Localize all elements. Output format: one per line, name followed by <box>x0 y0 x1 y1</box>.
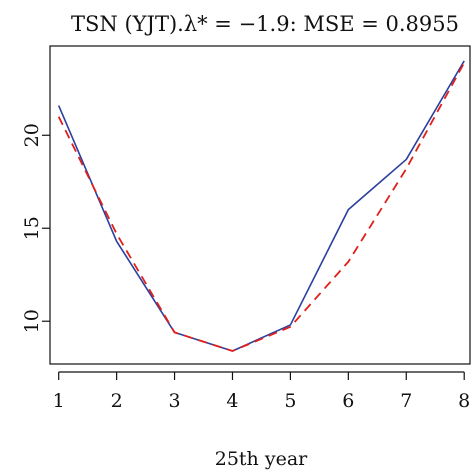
y-tick-label: 15 <box>21 216 43 240</box>
series-line-2 <box>57 62 465 352</box>
plot-frame <box>49 45 471 365</box>
x-tick-label: 6 <box>342 390 354 412</box>
x-axis-label: 25th year <box>215 448 308 470</box>
chart-title: TSN (YJT).λ* = −1.9: MSE = 0.8955 <box>71 12 459 36</box>
x-tick-label: 7 <box>400 390 412 412</box>
plot-area <box>49 45 471 365</box>
x-tick-label: 5 <box>284 390 296 412</box>
x-tick-label: 3 <box>169 390 181 412</box>
series-line-1 <box>57 60 465 352</box>
x-axis: 1 2 3 4 5 6 7 8 <box>53 371 470 412</box>
x-tick-label: 8 <box>458 390 470 412</box>
y-tick-label: 10 <box>21 309 43 333</box>
y-axis: 10 15 20 <box>21 123 50 333</box>
x-tick-label: 2 <box>111 390 123 412</box>
y-tick-label: 20 <box>21 123 43 147</box>
x-tick-label: 4 <box>226 390 238 412</box>
x-tick-label: 1 <box>53 390 65 412</box>
